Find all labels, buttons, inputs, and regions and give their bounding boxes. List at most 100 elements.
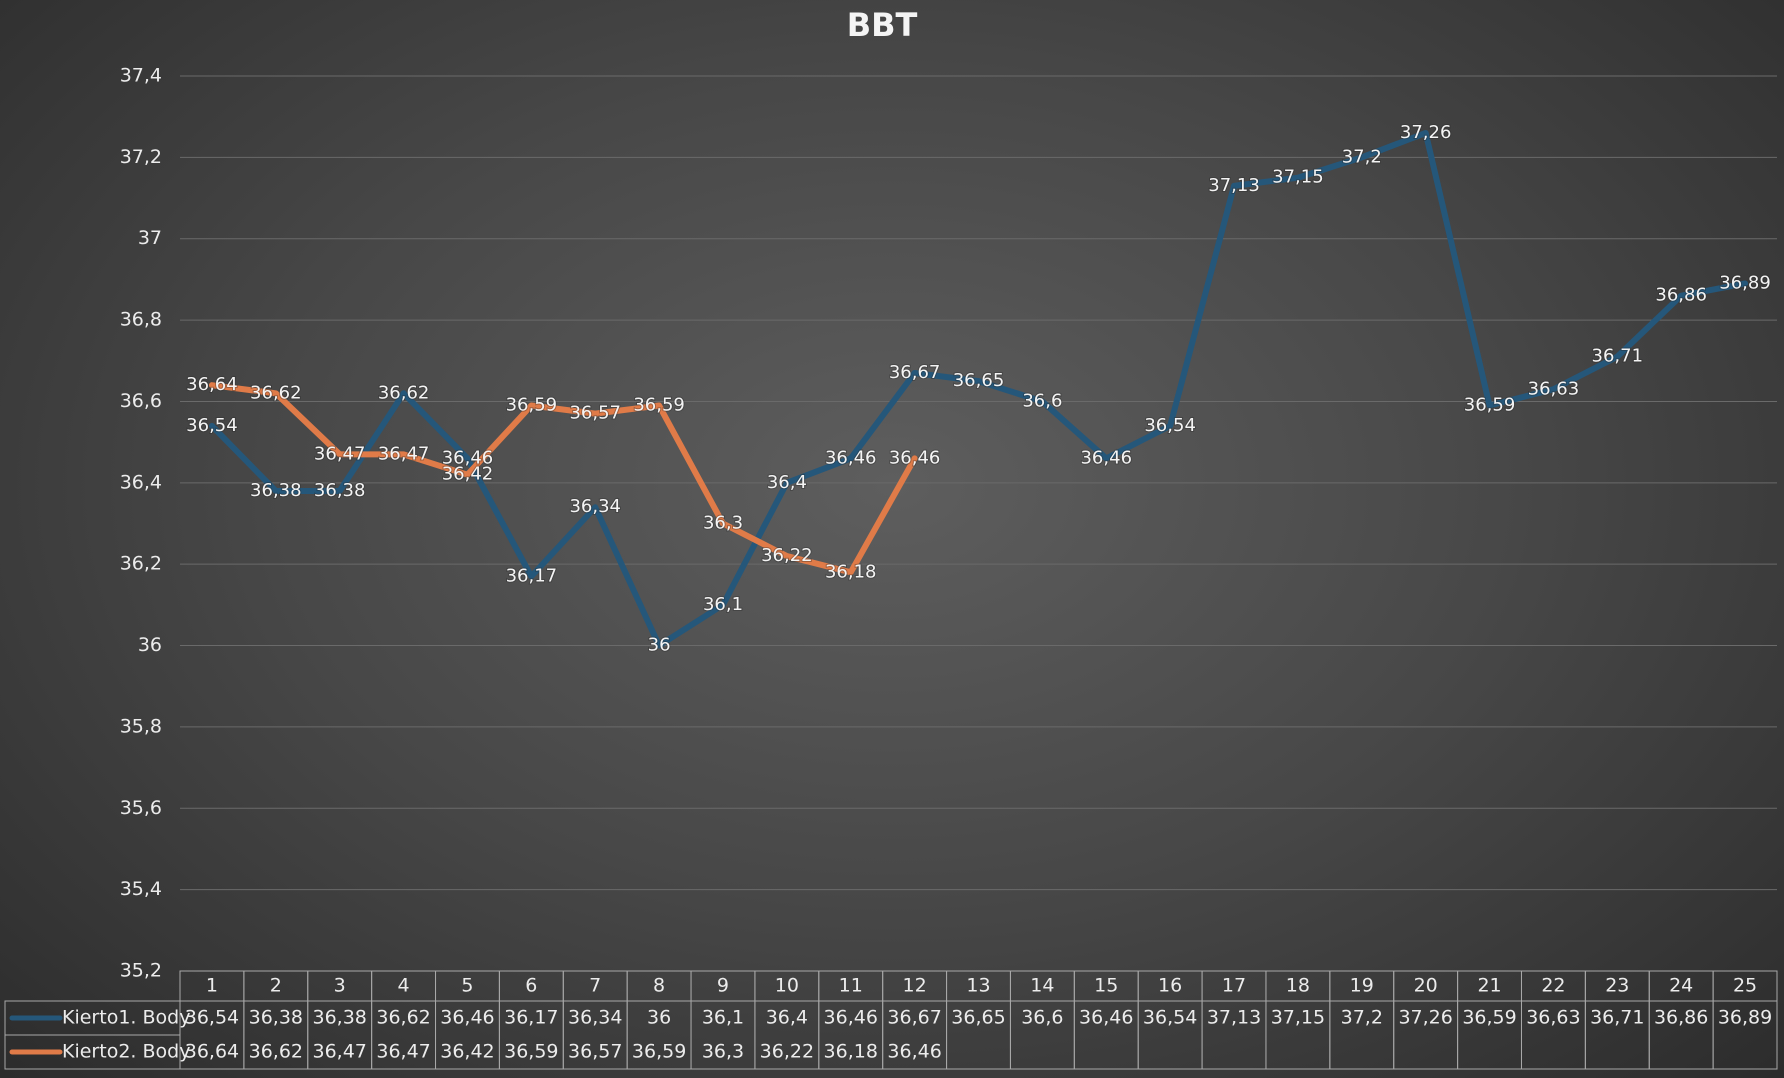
x-tick-label: 25 [1733,975,1757,997]
table-value: 36,46 [440,1007,494,1029]
data-label: 36,38 [250,480,302,501]
y-tick-label: 36 [138,634,162,656]
table-value: 36,46 [1079,1007,1133,1029]
data-label: 36,62 [378,382,430,403]
x-tick-label: 23 [1605,975,1629,997]
data-label: 36,46 [825,447,877,468]
x-tick-label: 6 [525,975,537,997]
x-tick-label: 11 [839,975,863,997]
data-label: 36,46 [889,447,941,468]
x-tick-label: 22 [1541,975,1565,997]
table-value: 37,2 [1341,1007,1383,1029]
table-value: 36,17 [504,1007,558,1029]
table-value: 36,59 [632,1041,686,1063]
x-tick-label: 2 [270,975,282,997]
table-value: 36,42 [440,1041,494,1063]
data-label: 36,47 [314,443,366,464]
data-label: 36,47 [378,443,430,464]
data-label: 36,6 [1022,390,1062,411]
table-value: 36,18 [824,1041,878,1063]
series-line [208,129,1749,649]
table-value: 36,54 [1143,1007,1197,1029]
data-label: 36,59 [633,395,685,416]
series-line [208,382,918,576]
data-label: 36,64 [186,374,238,395]
data-label: 36,3 [703,513,743,534]
data-label: 36,59 [1464,395,1516,416]
table-value: 36,57 [568,1041,622,1063]
table-value: 36,67 [887,1007,941,1029]
y-tick-label: 35,6 [120,797,162,819]
data-label: 36,46 [442,447,494,468]
data-label: 36,62 [250,382,302,403]
table-value: 36,1 [702,1007,744,1029]
data-label: 36,17 [506,565,558,586]
table-value: 36,38 [249,1007,303,1029]
x-tick-label: 1 [206,975,218,997]
x-tick-label: 16 [1158,975,1182,997]
data-label: 37,13 [1208,175,1260,196]
y-tick-label: 37,2 [120,146,162,168]
table-value: 36 [647,1007,671,1029]
table-value: 36,59 [504,1041,558,1063]
y-tick-label: 35,4 [120,878,162,900]
data-label: 36,46 [1080,447,1132,468]
table-value: 36,4 [766,1007,808,1029]
x-tick-label: 18 [1286,975,1310,997]
data-label: 36,57 [569,403,621,424]
data-label: 37,2 [1342,146,1382,167]
table-value: 36,6 [1021,1007,1063,1029]
x-tick-label: 21 [1477,975,1501,997]
data-label: 36,18 [825,561,877,582]
x-tick-label: 7 [589,975,601,997]
table-cell [1712,970,1778,1070]
x-tick-label: 15 [1094,975,1118,997]
table-value: 36,64 [185,1041,239,1063]
chart-title: BBT [847,6,918,44]
table-value: 36,54 [185,1007,239,1029]
table-value: 37,15 [1271,1007,1325,1029]
data-label: 36,4 [767,472,807,493]
x-tick-label: 13 [966,975,990,997]
table-value: 37,26 [1398,1007,1452,1029]
table-value: 36,46 [887,1041,941,1063]
table-value: 37,13 [1207,1007,1261,1029]
data-label: 36,86 [1655,285,1707,306]
table-value: 36,86 [1654,1007,1708,1029]
table-value: 36,89 [1718,1007,1772,1029]
data-label: 36,1 [703,594,743,615]
table-value: 36,65 [951,1007,1005,1029]
x-tick-label: 4 [398,975,410,997]
data-label: 36,38 [314,480,366,501]
y-tick-label: 36,8 [120,309,162,331]
table-value: 36,63 [1526,1007,1580,1029]
data-label: 36,34 [569,496,621,517]
y-tick-label: 36,6 [120,390,162,412]
table-value: 36,47 [312,1041,366,1063]
x-tick-label: 5 [461,975,473,997]
y-tick-label: 36,4 [120,471,162,493]
x-tick-label: 20 [1414,975,1438,997]
data-label: 37,26 [1400,122,1452,143]
x-tick-label: 8 [653,975,665,997]
legend-label: Kierto1. Body [62,1007,190,1029]
x-tick-label: 3 [334,975,346,997]
x-tick-label: 12 [903,975,927,997]
data-label: 36,67 [889,362,941,383]
table-value: 36,59 [1462,1007,1516,1029]
table-value: 36,71 [1590,1007,1644,1029]
data-label: 36,65 [953,370,1005,391]
data-label: 36,59 [506,395,558,416]
y-tick-label: 37,4 [120,65,162,87]
y-tick-label: 36,2 [120,553,162,575]
data-label: 36,63 [1528,378,1580,399]
table-legend-cell [4,1034,181,1070]
data-label: 36,89 [1719,272,1771,293]
table-value: 36,38 [312,1007,366,1029]
table-value: 36,3 [702,1041,744,1063]
table-value: 36,62 [249,1041,303,1063]
data-label: 37,15 [1272,167,1324,188]
table-value: 36,22 [760,1041,814,1063]
table-value: 36,46 [824,1007,878,1029]
